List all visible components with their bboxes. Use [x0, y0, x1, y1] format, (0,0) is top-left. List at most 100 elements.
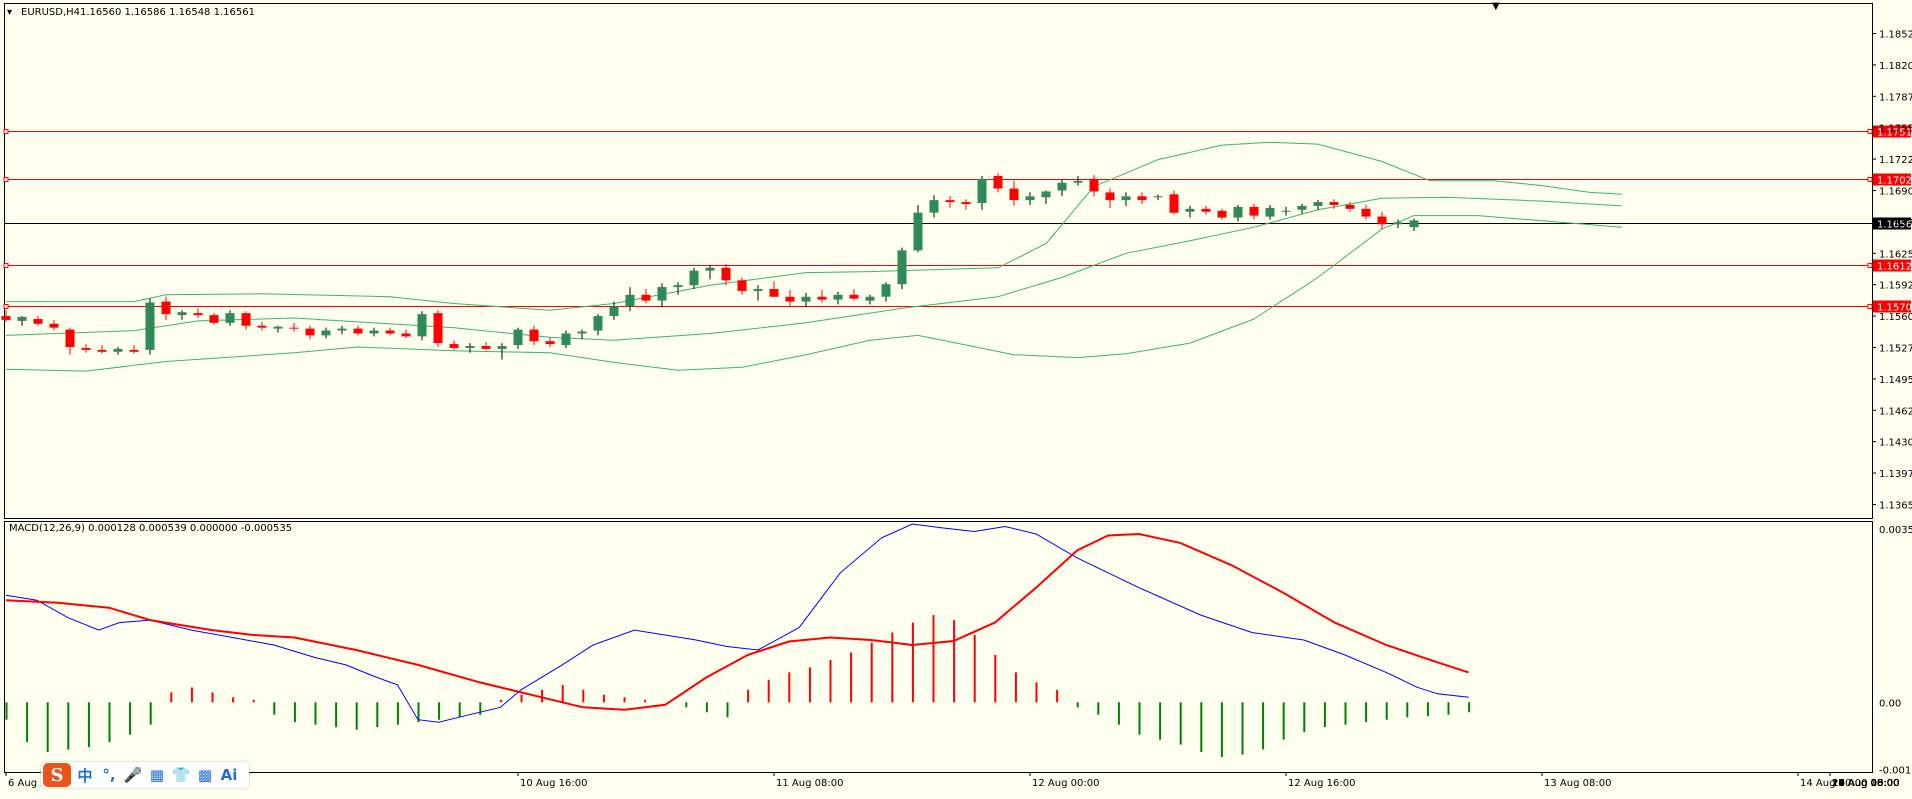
candle-bull	[497, 346, 507, 349]
candle-bull	[1297, 205, 1307, 210]
level-price-label: 1.17512	[1877, 128, 1912, 139]
candle-bull	[897, 250, 907, 285]
candle-bear	[433, 313, 443, 344]
time-tick-label: 10 Aug 16:00	[520, 778, 587, 789]
chart-shift-marker-icon[interactable]: ▼	[1492, 1, 1500, 12]
level-price-tag	[1873, 217, 1911, 230]
ime-toolbar[interactable]: S 中 °, 🎤 ▦ 👕 ▩ Ai	[41, 762, 249, 788]
ime-chinese-mode-icon[interactable]: 中	[77, 766, 93, 785]
macd-tick-label: 0.003585	[1879, 525, 1912, 536]
candle-bull	[801, 296, 811, 302]
candle-bear	[49, 323, 59, 328]
candle-bear	[769, 289, 779, 297]
time-tick-label: 6 Aug 2025	[8, 778, 66, 789]
candle-bear	[385, 330, 395, 334]
candle-bull	[321, 330, 331, 336]
ohlc-readout: 1.16560 1.16586 1.16548 1.16561	[80, 7, 255, 18]
time-tick-label: 12 Aug 00:00	[1032, 778, 1099, 789]
price-tick-label: 1.17550	[1879, 124, 1912, 135]
candle-bull	[337, 328, 347, 331]
candle-bull	[1409, 220, 1419, 228]
price-tick-label: 1.13975	[1879, 469, 1912, 480]
candle-bear	[353, 328, 363, 334]
candle-bull	[273, 326, 283, 329]
candle-bull	[929, 200, 939, 213]
candle-bear	[961, 202, 971, 205]
candle-bull	[753, 289, 763, 291]
level-handle-right	[1867, 177, 1873, 182]
bollinger-lower-band	[5, 215, 1623, 372]
time-tick-label: 14 Aug 16:00	[1832, 778, 1899, 789]
candle-bull	[593, 316, 603, 331]
candle-bear	[545, 341, 555, 345]
ime-toolbox-icon[interactable]: ▩	[197, 766, 213, 784]
candle-bear	[1, 316, 11, 320]
candle-bull	[1153, 196, 1163, 198]
candle-bear	[241, 313, 251, 326]
bollinger-middle-band	[5, 196, 1623, 341]
level-handle-left	[3, 177, 9, 182]
candle-bull	[1185, 208, 1195, 212]
candle-bear	[817, 296, 827, 300]
time-tick-label: 12 Aug 16:00	[1288, 778, 1355, 789]
candle-bull	[225, 313, 235, 323]
candle-bull	[1025, 196, 1035, 201]
time-tick-label: 18 Aug 16:00	[1832, 778, 1899, 789]
candle-bull	[1281, 210, 1291, 212]
candle-bear	[257, 325, 267, 328]
macd-panel-frame	[4, 521, 1873, 773]
macd-tick-label: -0.00135	[1879, 766, 1912, 777]
time-tick-label: 17 Aug 08:00	[1832, 778, 1899, 789]
time-tick-label: 18 Aug 00:00	[1832, 778, 1899, 789]
ime-keyboard-icon[interactable]: ▦	[149, 766, 165, 784]
price-tick-label: 1.15600	[1879, 312, 1912, 323]
ime-ai-icon[interactable]: Ai	[220, 766, 238, 784]
time-tick-label: 13 Aug 08:00	[1544, 778, 1611, 789]
price-tick-label: 1.14950	[1879, 375, 1912, 386]
candle-bear	[1217, 210, 1227, 218]
candle-bull	[1313, 202, 1323, 206]
ime-logo-icon[interactable]: S	[43, 763, 71, 787]
candle-bear	[289, 327, 299, 329]
candle-bear	[1345, 204, 1355, 209]
candle-bull	[513, 329, 523, 346]
ime-punctuation-icon[interactable]: °,	[102, 766, 116, 784]
candle-bear	[1137, 196, 1147, 201]
level-handle-right	[1867, 129, 1873, 134]
ime-skin-icon[interactable]: 👕	[171, 766, 191, 784]
candle-bull	[1041, 191, 1051, 198]
candle-bear	[81, 347, 91, 350]
candle-bear	[1089, 178, 1099, 192]
price-panel-frame	[4, 3, 1873, 519]
time-tick-label: 24 Aug 16:00	[1832, 778, 1899, 789]
level-handle-left	[3, 263, 9, 268]
symbol-dropdown-icon[interactable]: ▾	[7, 7, 12, 18]
ime-microphone-icon[interactable]: 🎤	[123, 766, 143, 784]
candle-bear	[721, 267, 731, 281]
candle-bear	[1377, 216, 1387, 225]
time-tick-label: 26 Aug 16:00	[1832, 778, 1899, 789]
level-price-tag	[1873, 259, 1911, 272]
candle-bear	[209, 315, 219, 323]
candle-bull	[577, 331, 587, 334]
level-price-label: 1.15703	[1877, 303, 1912, 314]
time-tick-label: 24 Aug 00:00	[1832, 778, 1899, 789]
candle-bear	[785, 296, 795, 302]
candle-bull	[673, 285, 683, 288]
price-tick-label: 1.16250	[1879, 249, 1912, 260]
level-handle-left	[3, 129, 9, 134]
price-tick-label: 1.14300	[1879, 438, 1912, 449]
candle-bear	[129, 349, 139, 352]
time-tick-label: 14 Aug 00:00	[1800, 778, 1867, 789]
candle-bear	[305, 328, 315, 336]
candle-bear	[193, 313, 203, 316]
price-tick-label: 1.17875	[1879, 92, 1912, 103]
price-tick-label: 1.16900	[1879, 186, 1912, 197]
candle-bull	[609, 306, 619, 317]
candle-bull	[561, 333, 571, 346]
candle-bull	[705, 267, 715, 271]
time-tick-label: 25 Aug 08:00	[1832, 778, 1899, 789]
level-handle-left	[3, 304, 9, 309]
